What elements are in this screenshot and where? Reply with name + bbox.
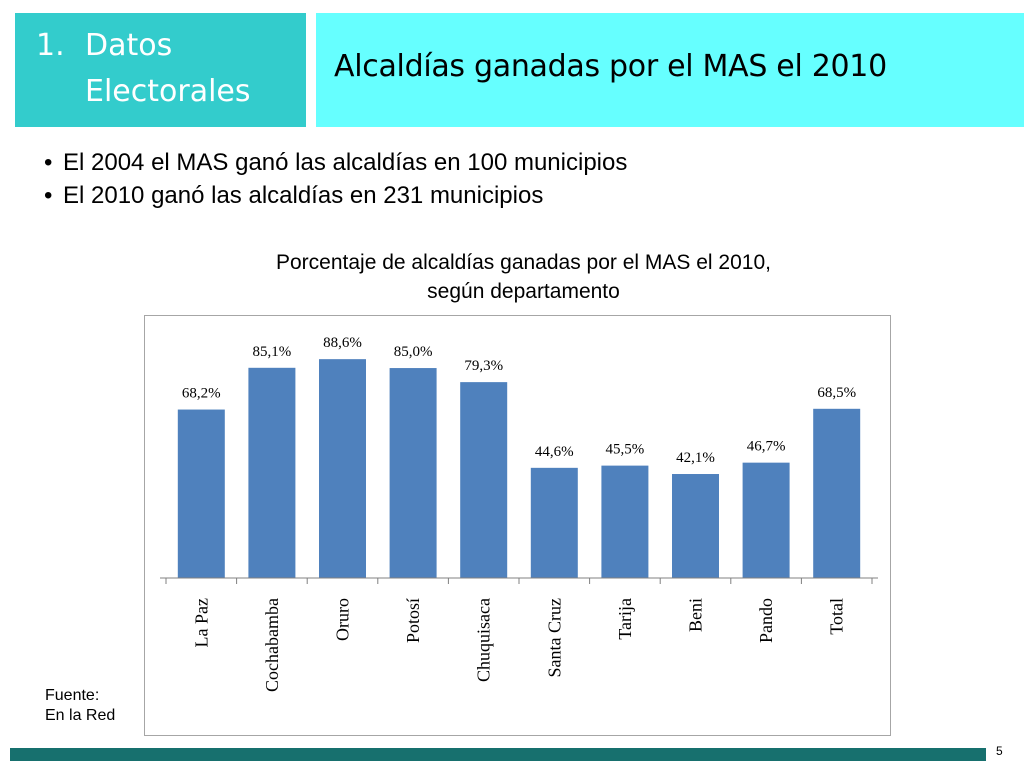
chart-title-line2: según departamento	[427, 280, 620, 303]
bar-1	[248, 367, 296, 578]
x-tick-label: Oruro	[333, 598, 353, 641]
data-label: 85,0%	[394, 344, 433, 360]
section-title-line1: Datos	[85, 28, 173, 63]
source-text: En la Red	[45, 707, 116, 724]
data-label: 46,7%	[747, 439, 786, 455]
bar-8	[742, 462, 790, 578]
data-label: 45,5%	[606, 442, 645, 458]
bullet-text: El 2004 el MAS ganó las alcaldías en 100…	[63, 149, 628, 176]
source-label: Fuente:	[45, 687, 100, 704]
data-label: 79,3%	[464, 358, 503, 374]
x-tick-label: Beni	[686, 598, 706, 632]
data-label: 42,1%	[676, 450, 715, 466]
data-label: 88,6%	[323, 335, 362, 351]
bullet-text: El 2010 ganó las alcaldías en 231 munici…	[63, 182, 544, 209]
bar-5	[530, 467, 578, 578]
section-title-line2: Electorales	[85, 74, 251, 109]
data-label: 44,6%	[535, 444, 574, 460]
section-number: 1.	[36, 28, 65, 63]
slide-title-box: Alcaldías ganadas por el MAS el 2010	[316, 13, 1024, 127]
data-label: 68,5%	[817, 385, 856, 401]
x-tick-label: Pando	[756, 598, 776, 643]
chart-title-line1: Porcentaje de alcaldías ganadas por el M…	[276, 251, 771, 274]
source-note: Fuente: En la Red	[45, 686, 115, 726]
x-tick-label: Potosí	[403, 598, 423, 643]
chart-frame: 68,2% La Paz 85,1% Cochabamba 88,6% Oruro 85,0…	[144, 315, 891, 736]
bar-3	[389, 368, 437, 578]
bullet-item: • El 2010 ganó las alcaldías en 231 muni…	[44, 179, 627, 212]
x-tick-label: La Paz	[191, 598, 211, 647]
data-label: 85,1%	[253, 344, 292, 360]
x-tick-label: Cochabamba	[262, 598, 282, 692]
bar-9	[813, 408, 861, 578]
bar-6	[601, 465, 649, 578]
x-tick-label: Santa Cruz	[544, 598, 564, 677]
bullet-item: • El 2004 el MAS ganó las alcaldías en 1…	[44, 146, 627, 179]
x-tick-label: Tarija	[615, 598, 635, 640]
page-number: 5	[996, 744, 1003, 758]
bar-7	[672, 474, 719, 578]
slide-title: Alcaldías ganadas por el MAS el 2010	[334, 49, 887, 84]
bar-2	[319, 359, 366, 578]
bullet-list: • El 2004 el MAS ganó las alcaldías en 1…	[44, 146, 627, 212]
x-tick-label: Total	[827, 598, 847, 635]
bullet-symbol: •	[44, 182, 53, 209]
footer-bar	[10, 748, 986, 761]
bar-chart: 68,2% La Paz 85,1% Cochabamba 88,6% Oruro 85,0…	[160, 335, 878, 692]
bar-4	[460, 382, 508, 578]
chart-title: Porcentaje de alcaldías ganadas por el M…	[200, 248, 847, 306]
x-tick-label: Chuquisaca	[474, 598, 494, 682]
section-header: 1. Datos Electorales	[15, 13, 306, 127]
bar-0	[177, 409, 225, 578]
bullet-symbol: •	[44, 149, 53, 176]
data-label: 68,2%	[182, 386, 221, 402]
